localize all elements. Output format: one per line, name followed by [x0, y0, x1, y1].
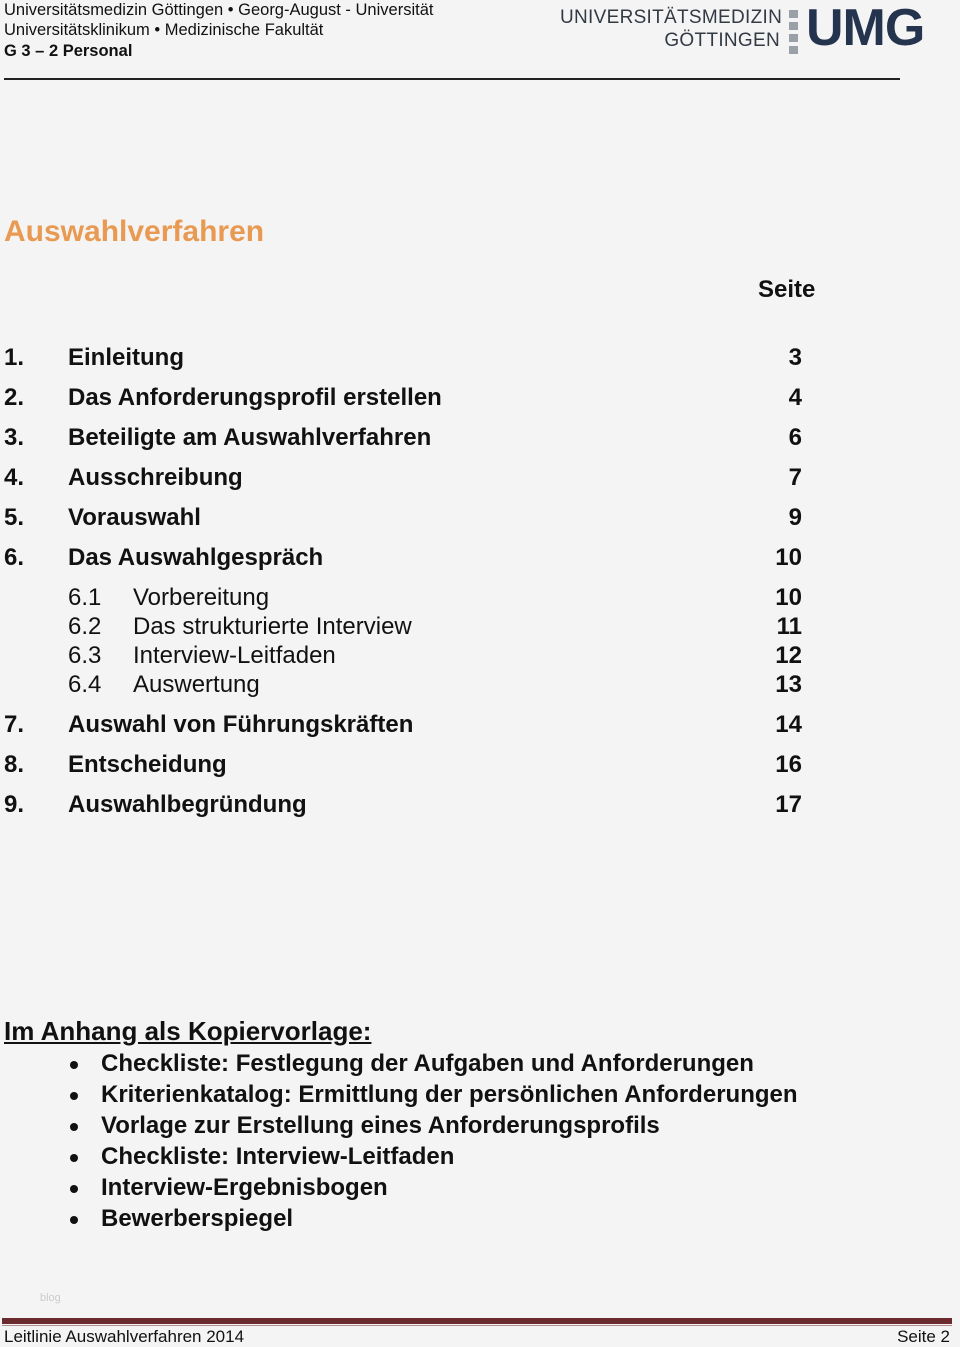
toc-entry-label: Das Auswahlgespräch: [68, 544, 324, 571]
toc-entry-number: 4.: [4, 464, 25, 491]
footer-rule: [2, 1318, 952, 1324]
toc-entry-label: Ausschreibung: [68, 464, 243, 491]
toc-entry-label: Auswahlbegründung: [68, 791, 307, 818]
toc-entry[interactable]: 3. Beteiligte am Auswahlverfahren 6: [4, 424, 802, 454]
page-title: Auswahlverfahren: [4, 215, 265, 248]
toc-entry-page: 9: [788, 504, 802, 531]
toc-entry-page: 10: [775, 584, 802, 611]
toc-entry[interactable]: 5. Vorauswahl 9: [4, 504, 802, 534]
toc-entry-page: 4: [788, 384, 802, 411]
toc-entry-page: 13: [775, 671, 802, 698]
toc-entry-number: 6.2: [68, 613, 102, 640]
bullet-icon: [70, 1185, 78, 1193]
appendix-item-label: Interview-Ergebnisbogen: [101, 1174, 388, 1201]
logo: UNIVERSITÄTSMEDIZIN GÖTTINGEN: [560, 6, 783, 52]
header-line-1: Universitätsmedizin Göttingen • Georg-Au…: [4, 1, 434, 19]
toc-entry-page: 3: [788, 344, 802, 371]
toc-entry-label: Das Anforderungsprofil erstellen: [68, 384, 442, 411]
logo-mark: UMG: [806, 0, 925, 57]
toc-entry-number: 1.: [4, 344, 25, 371]
toc-entry[interactable]: 9. Auswahlbegründung 17: [4, 791, 802, 821]
toc-entry-number: 5.: [4, 504, 25, 531]
logo-separator: [789, 10, 798, 54]
toc-entry-number: 7.: [4, 711, 25, 738]
toc-entry-page: 7: [788, 464, 802, 491]
toc-entry[interactable]: 1. Einleitung 3: [4, 344, 802, 374]
toc-entry-label: Das strukturierte Interview: [133, 613, 412, 640]
bullet-icon: [70, 1123, 78, 1131]
toc-entry-page: 10: [775, 544, 802, 571]
toc-entry[interactable]: 6.3 Interview-Leitfaden 12: [4, 642, 802, 672]
bullet-icon: [70, 1216, 78, 1224]
toc-entry[interactable]: 4. Ausschreibung 7: [4, 464, 802, 494]
toc-entry-page: 12: [775, 642, 802, 669]
footer-page-number: Seite 2: [897, 1327, 950, 1346]
toc-entry-number: 6.3: [68, 642, 102, 669]
toc-entry-number: 6.1: [68, 584, 102, 611]
appendix-item-label: Checkliste: Interview-Leitfaden: [101, 1143, 455, 1170]
appendix-item-label: Vorlage zur Erstellung eines Anforderung…: [101, 1112, 660, 1139]
toc-entry[interactable]: 6. Das Auswahlgespräch 10: [4, 544, 802, 574]
toc-entry-label: Auswahl von Führungskräften: [68, 711, 414, 738]
toc-entry[interactable]: 8. Entscheidung 16: [4, 751, 802, 781]
bullet-icon: [70, 1092, 78, 1100]
bullet-icon: [70, 1154, 78, 1162]
appendix-item-label: Checkliste: Festlegung der Aufgaben und …: [101, 1050, 754, 1077]
toc-entry-label: Einleitung: [68, 344, 184, 371]
header-line-3: G 3 – 2 Personal: [4, 42, 133, 60]
logo-line-2: GÖTTINGEN: [664, 30, 780, 51]
toc-entry-number: 3.: [4, 424, 25, 451]
appendix-item-label: Bewerberspiegel: [101, 1205, 294, 1232]
toc-entry[interactable]: 2. Das Anforderungsprofil erstellen 4: [4, 384, 802, 414]
toc-page-header: Seite: [758, 276, 816, 303]
toc-entry-page: 6: [788, 424, 802, 451]
toc-entry-number: 9.: [4, 791, 25, 818]
toc-entry-page: 11: [776, 613, 802, 640]
toc-entry-number: 2.: [4, 384, 25, 411]
appendix-item-label: Kriterienkatalog: Ermittlung der persönl…: [101, 1081, 798, 1108]
toc-entry-label: Auswertung: [133, 671, 260, 698]
toc-entry-label: Beteiligte am Auswahlverfahren: [68, 424, 432, 451]
toc-entry-number: 6.: [4, 544, 25, 571]
toc-entry-number: 8.: [4, 751, 25, 778]
toc-entry-label: Interview-Leitfaden: [133, 642, 336, 669]
appendix-heading: Im Anhang als Kopiervorlage:: [4, 1016, 372, 1046]
toc-entry-label: Vorauswahl: [68, 504, 201, 531]
toc-entry-page: 17: [775, 791, 802, 818]
header-line-2: Universitätsklinikum • Medizinische Faku…: [4, 21, 324, 39]
toc-entry[interactable]: 6.1 Vorbereitung 10: [4, 584, 802, 614]
toc-entry-page: 16: [775, 751, 802, 778]
logo-line-1: UNIVERSITÄTSMEDIZIN: [560, 7, 783, 28]
toc-entry[interactable]: 7. Auswahl von Führungskräften 14: [4, 711, 802, 741]
toc-entry[interactable]: 6.4 Auswertung 13: [4, 671, 802, 701]
toc-entry-label: Entscheidung: [68, 751, 227, 778]
toc-entry-number: 6.4: [68, 671, 102, 698]
toc-entry-label: Vorbereitung: [133, 584, 270, 611]
toc-entry-page: 14: [775, 711, 802, 738]
toc-entry[interactable]: 6.2 Das strukturierte Interview 11: [4, 613, 802, 643]
footer-title: Leitlinie Auswahlverfahren 2014: [4, 1327, 245, 1346]
header-rule: [4, 78, 900, 80]
bullet-icon: [70, 1061, 78, 1069]
watermark: blog: [40, 1292, 61, 1304]
